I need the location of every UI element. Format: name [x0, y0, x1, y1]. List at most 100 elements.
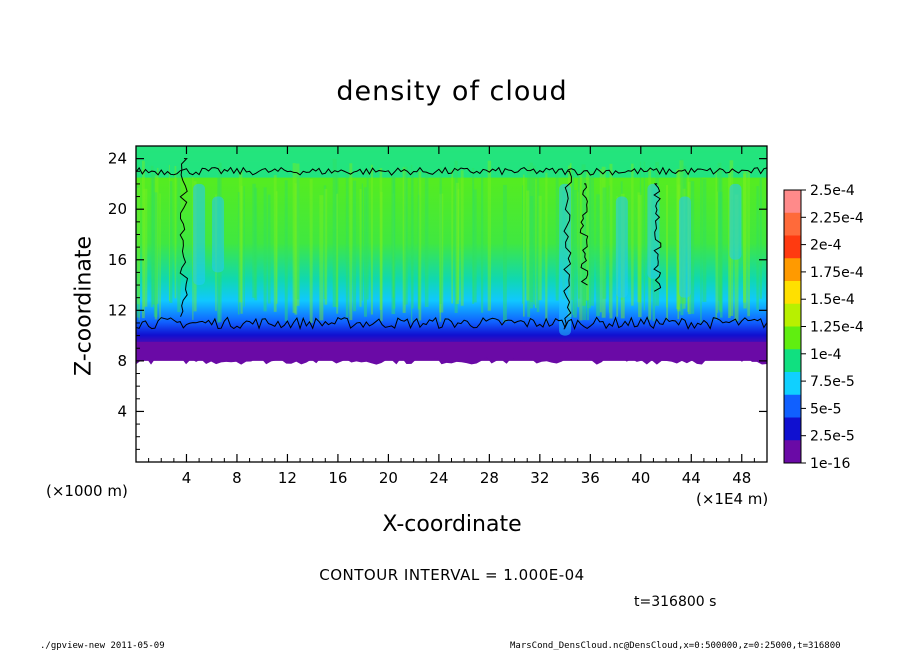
texture-streak	[487, 160, 492, 311]
colorbar-label: 1.75e-4	[810, 265, 864, 281]
x-tick-label: 12	[278, 469, 297, 487]
texture-streak	[143, 188, 148, 307]
texture-streak	[677, 169, 680, 320]
texture-streak	[747, 170, 750, 317]
texture-streak	[319, 195, 324, 321]
blue-plume	[212, 196, 225, 273]
texture-streak	[392, 193, 395, 298]
texture-streak	[439, 194, 442, 322]
texture-streak	[596, 194, 600, 317]
texture-streak	[402, 167, 406, 313]
texture-streak	[759, 178, 762, 299]
texture-streak	[237, 192, 240, 315]
texture-streak	[361, 183, 363, 301]
texture-streak	[579, 173, 583, 321]
texture-streak	[743, 173, 747, 303]
texture-streak	[336, 193, 339, 314]
x-tick-label: 4	[182, 469, 192, 487]
texture-streak	[587, 175, 591, 309]
x-tick-label: 32	[530, 469, 549, 487]
texture-streak	[168, 164, 170, 301]
y-axis-label: Z-coordinate	[71, 236, 97, 376]
texture-streak	[159, 193, 161, 321]
texture-streak	[391, 175, 396, 315]
footer-left-text: ./gpview-new 2011-05-09	[40, 641, 165, 651]
texture-streak	[359, 188, 362, 307]
texture-streak	[177, 172, 181, 313]
texture-streak	[335, 174, 339, 307]
texture-streak	[527, 165, 531, 317]
texture-streak	[608, 185, 611, 313]
colorbar-swatch	[784, 281, 801, 305]
texture-streak	[136, 185, 140, 318]
texture-streak	[150, 165, 154, 308]
texture-streak	[715, 172, 718, 320]
colorbar-swatch	[784, 303, 801, 327]
texture-streak	[533, 165, 536, 305]
texture-streak	[296, 175, 300, 300]
texture-streak	[292, 163, 296, 313]
texture-streak	[392, 177, 396, 309]
texture-streak	[719, 167, 723, 312]
x-tick-label: 16	[328, 469, 347, 487]
texture-streak	[728, 172, 731, 318]
texture-streak	[154, 175, 158, 320]
texture-streak	[609, 163, 613, 319]
texture-streak	[411, 173, 414, 309]
texture-streak	[631, 163, 634, 306]
texture-streak	[424, 172, 429, 307]
texture-streak	[275, 191, 278, 304]
texture-streak	[417, 194, 421, 309]
texture-streak	[481, 174, 484, 313]
texture-streak	[718, 191, 722, 310]
texture-streak	[582, 196, 587, 321]
x-tick-label: 20	[379, 469, 398, 487]
texture-streak	[454, 160, 458, 313]
texture-streak	[238, 171, 243, 303]
blue-plume	[193, 183, 206, 286]
texture-streak	[169, 181, 173, 303]
texture-streak	[637, 192, 642, 303]
colorbar-label: 2.25e-4	[810, 210, 864, 226]
time-label: t=316800 s	[634, 594, 717, 610]
contour-line	[579, 183, 589, 286]
x-tick-label: 44	[682, 469, 701, 487]
texture-streak	[284, 180, 288, 322]
texture-streak	[522, 174, 525, 317]
texture-streak	[666, 184, 668, 308]
cloud-density-field	[136, 146, 767, 462]
texture-streak	[309, 178, 313, 323]
contour-line	[563, 170, 572, 330]
texture-streak	[455, 182, 460, 304]
texture-streak	[638, 194, 642, 318]
texture-streak	[702, 179, 707, 302]
colorbar-label: 5e-5	[810, 401, 841, 417]
colorbar-swatch	[784, 417, 801, 441]
texture-streak	[273, 175, 277, 312]
texture-streak	[582, 194, 586, 306]
texture-streak	[439, 167, 442, 305]
colorbar-swatch	[784, 394, 801, 418]
texture-streak	[136, 187, 140, 305]
texture-streak	[717, 191, 719, 313]
texture-streak	[677, 184, 681, 312]
texture-streak	[555, 168, 559, 301]
x-tick-label: 28	[480, 469, 499, 487]
texture-streak	[323, 185, 327, 300]
texture-streak	[720, 191, 723, 318]
colorbar-swatch	[784, 326, 801, 350]
texture-streak	[295, 163, 300, 306]
texture-streak	[602, 187, 607, 299]
texture-streak	[529, 162, 533, 309]
x-tick-label: 40	[631, 469, 650, 487]
y-tick-label: 16	[108, 251, 127, 269]
colorbar-swatch	[784, 258, 801, 282]
x-tick-label: 8	[232, 469, 242, 487]
colorbar-swatch	[784, 212, 801, 236]
texture-streak	[417, 171, 420, 310]
x-tick-label: 36	[581, 469, 600, 487]
cloud-band	[136, 146, 767, 361]
texture-streak	[522, 185, 524, 304]
colorbar-swatch	[784, 372, 801, 396]
